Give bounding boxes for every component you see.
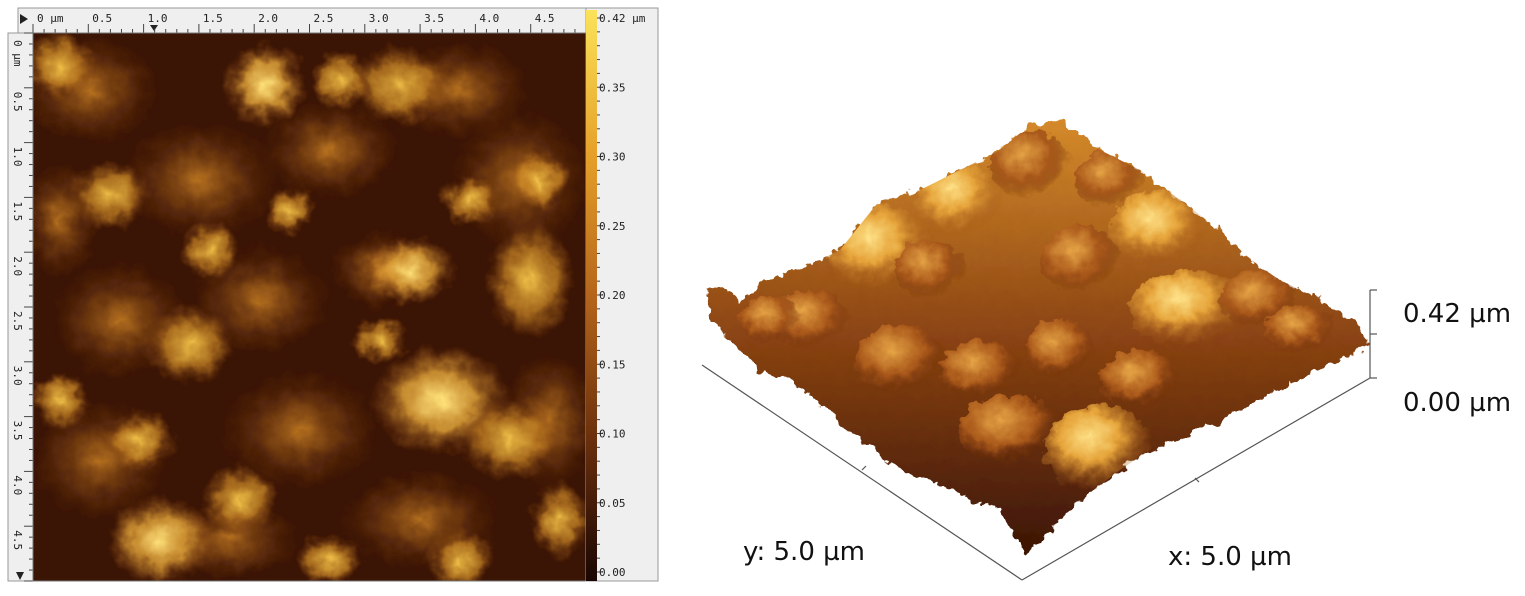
afm-2d-svg: 0 µm 0.5 1.0 1.5 2.0 2.5 3.0 3.5 4.0 4.5 0 µm 0.… — [0, 0, 660, 592]
colorbar-label: 0.15 — [599, 358, 626, 371]
colorbar-label: 0.20 — [599, 289, 626, 302]
y-axis-label: y: 5.0 µm — [743, 537, 865, 567]
y-ruler-label: 2.5 — [11, 311, 24, 331]
height-colorbar: 0.42 µm 0.35 0.30 0.25 0.20 0.15 0.10 0.05 0.00 — [585, 7, 659, 582]
colorbar-label: 0.05 — [599, 497, 626, 510]
x-ruler-label: 3.0 — [369, 12, 389, 25]
colorbar-label: 0.25 — [599, 220, 626, 233]
x-ruler-label: 2.0 — [258, 12, 278, 25]
y-ruler-label: 2.0 — [11, 256, 24, 276]
y-ruler-unit: 0 µm — [11, 40, 24, 67]
colorbar-label: 0.30 — [599, 151, 626, 164]
afm-height-image — [33, 33, 586, 581]
y-ruler-label: 1.0 — [11, 147, 24, 167]
y-ruler-label: 4.5 — [11, 530, 24, 550]
colorbar-label: 0.35 — [599, 81, 626, 94]
y-ruler-arrow-icon[interactable] — [16, 572, 24, 580]
afm-3d-svg: 0.42 µm 0.00 µm y: 5.0 µm x: 5.0 µm — [701, 120, 1511, 581]
afm-3d-surface — [708, 120, 1370, 555]
z-max-label: 0.42 µm — [1403, 299, 1511, 329]
x-ruler-unit: 0 µm — [37, 12, 64, 25]
z-min-label: 0.00 µm — [1403, 388, 1511, 418]
y-ruler-label: 3.0 — [11, 366, 24, 386]
afm-2d-panel: 0 µm 0.5 1.0 1.5 2.0 2.5 3.0 3.5 4.0 4.5 0 µm 0.… — [0, 0, 660, 592]
y-ruler: 0 µm 0.5 1.0 1.5 2.0 2.5 3.0 3.5 4.0 4.5 — [7, 32, 34, 582]
x-ruler: 0 µm 0.5 1.0 1.5 2.0 2.5 3.0 3.5 4.0 4.5 — [17, 7, 587, 34]
x-ruler-label: 1.5 — [203, 12, 223, 25]
y-ruler-label: 3.5 — [11, 421, 24, 441]
y-ruler-label: 4.0 — [11, 475, 24, 495]
x-ruler-label: 0.5 — [92, 12, 112, 25]
colorbar-label: 0.00 — [599, 566, 626, 579]
colorbar-label: 0.42 µm — [599, 12, 646, 25]
colorbar-label: 0.10 — [599, 428, 626, 441]
x-ruler-label: 2.5 — [314, 12, 334, 25]
afm-3d-panel: 0.42 µm 0.00 µm y: 5.0 µm x: 5.0 µm — [680, 0, 1525, 592]
ruler-arrow-icon[interactable] — [20, 14, 28, 24]
ruler-marker-icon — [150, 25, 158, 31]
x-ruler-label: 1.0 — [148, 12, 168, 25]
y-ruler-label: 0.5 — [11, 92, 24, 112]
colorbar-gradient — [586, 10, 597, 581]
x-ruler-label: 3.5 — [424, 12, 444, 25]
x-axis-label: x: 5.0 µm — [1168, 542, 1292, 572]
afm-3d-axes — [701, 289, 1377, 581]
x-ruler-label: 4.5 — [535, 12, 555, 25]
y-axis-line — [701, 364, 1023, 581]
x-ruler-label: 4.0 — [479, 12, 499, 25]
y-ruler-label: 1.5 — [11, 201, 24, 221]
